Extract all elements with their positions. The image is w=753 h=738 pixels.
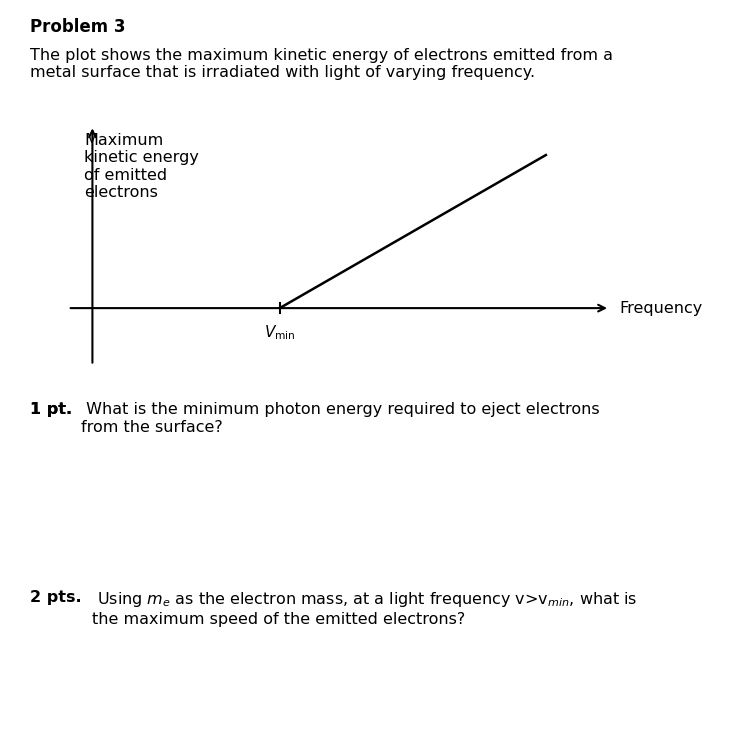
Text: Using $m_e$ as the electron mass, at a light frequency v>v$_{min}$, what is
the : Using $m_e$ as the electron mass, at a l…: [92, 590, 637, 627]
Text: 1 pt.: 1 pt.: [30, 402, 72, 417]
Text: 1 pt.: 1 pt.: [30, 402, 72, 417]
Text: Frequency: Frequency: [620, 300, 703, 316]
Text: What is the minimum photon energy required to eject electrons
from the surface?: What is the minimum photon energy requir…: [81, 402, 600, 435]
Text: Problem 3: Problem 3: [30, 18, 126, 36]
Text: $\it{V}$$_{\mathrm{min}}$: $\it{V}$$_{\mathrm{min}}$: [264, 324, 296, 342]
Text: 2 pts.: 2 pts.: [30, 590, 82, 605]
Text: 1 pt. What is the minimum photon energy required to eject electrons
from the sur: 1 pt. What is the minimum photon energy …: [30, 402, 586, 435]
Text: Maximum
kinetic energy
of emitted
electrons: Maximum kinetic energy of emitted electr…: [84, 133, 199, 200]
Text: The plot shows the maximum kinetic energy of electrons emitted from a
metal surf: The plot shows the maximum kinetic energ…: [30, 48, 613, 80]
Text: 1 pt. What is the minimum photon energy required to eject electrons
from the sur: 1 pt. What is the minimum photon energy …: [30, 402, 586, 435]
